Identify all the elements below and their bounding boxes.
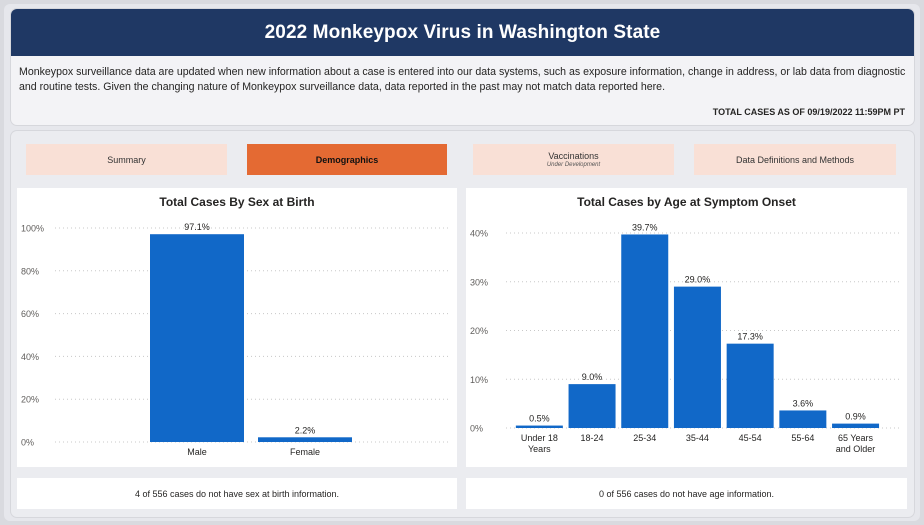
age-chart-x-tick-label: 18-24 <box>581 433 604 443</box>
header-card: 2022 Monkeypox Virus in Washington State… <box>11 9 914 125</box>
sex-chart-y-tick-label: 0% <box>21 438 34 448</box>
age-chart-x-tick-label: 35-44 <box>686 433 709 443</box>
sex-chart-y-tick-label: 20% <box>21 395 39 405</box>
tab-demographics[interactable]: Demographics <box>247 144 447 175</box>
age-chart-x-tick-label: 45-54 <box>739 433 762 443</box>
tab-vaccinations-sublabel: Under Development <box>546 162 601 168</box>
age-chart-x-tick-label: Under 18 <box>521 433 558 443</box>
page-title: 2022 Monkeypox Virus in Washington State <box>264 21 661 43</box>
tab-demographics-label: Demographics <box>315 154 379 165</box>
age-chart-y-tick-label: 0% <box>470 424 483 434</box>
tab-vaccinations-label: Vaccinations <box>548 151 599 161</box>
title-bar: 2022 Monkeypox Virus in Washington State <box>11 9 914 56</box>
tab-summary[interactable]: Summary <box>26 144 227 175</box>
age-chart-panel: Total Cases by Age at Symptom Onset 0% 10… <box>466 188 907 467</box>
total-cases-label: TOTAL CASES AS OF 09/19/2022 11:59PM PT <box>712 107 905 117</box>
tab-vaccinations[interactable]: Vaccinations Under Development <box>473 144 674 175</box>
sex-footnote: 4 of 556 cases do not have sex at birth … <box>17 478 457 509</box>
sex-chart-data-label: 2.2% <box>295 425 316 435</box>
age-chart-bar <box>779 410 827 428</box>
age-chart-x-tick-label: 55-64 <box>791 433 814 443</box>
age-chart-data-label: 0.9% <box>845 412 866 422</box>
age-chart-y-tick-label: 30% <box>470 277 488 287</box>
age-chart-x-tick-label: 65 Years <box>838 433 874 443</box>
tab-data-definitions[interactable]: Data Definitions and Methods <box>694 144 896 175</box>
sex-chart-x-tick-label: Male <box>187 447 207 457</box>
sex-chart-panel: Total Cases By Sex at Birth 0% 20% 40% 60% 8… <box>17 188 457 467</box>
sex-chart-y-tick-label: 60% <box>21 309 39 319</box>
tab-data-definitions-label: Data Definitions and Methods <box>735 154 855 165</box>
age-chart-bar <box>673 286 721 428</box>
age-chart-bar <box>515 425 563 428</box>
age-chart-data-label: 17.3% <box>737 332 763 342</box>
age-chart-y-tick-label: 40% <box>470 229 488 239</box>
age-chart-data-label: 9.0% <box>582 372 603 382</box>
age-chart-bar <box>726 343 774 428</box>
sex-chart-y-tick-label: 40% <box>21 352 39 362</box>
sex-chart-y-tick-label: 100% <box>21 224 44 234</box>
age-chart-x-tick-label: 25-34 <box>633 433 656 443</box>
sex-chart-data-label: 97.1% <box>184 222 210 232</box>
age-chart-y-tick-label: 20% <box>470 326 488 336</box>
tab-summary-label: Summary <box>107 154 146 165</box>
sex-chart: 0% 20% 40% 60% 80% 100% 97.1% Male 2.2% Female <box>21 222 449 457</box>
age-chart-data-label: 29.0% <box>685 275 711 285</box>
age-chart-data-label: 39.7% <box>632 222 658 232</box>
age-chart-y-tick-label: 10% <box>470 375 488 385</box>
age-chart-bar <box>621 234 669 428</box>
sex-chart-x-tick-label: Female <box>290 447 320 457</box>
age-chart-data-label: 3.6% <box>793 398 814 408</box>
age-footnote: 0 of 556 cases do not have age informati… <box>466 478 907 509</box>
sex-chart-title: Total Cases By Sex at Birth <box>159 195 315 209</box>
age-chart-x-tick-label: Years <box>528 444 551 454</box>
age-chart-bar <box>568 384 616 428</box>
age-chart-title: Total Cases by Age at Symptom Onset <box>577 195 796 209</box>
age-chart-x-tick-label: and Older <box>836 444 876 454</box>
description-text: Monkeypox surveillance data are updated … <box>19 66 906 93</box>
sex-chart-bar <box>150 234 244 442</box>
age-chart-data-label: 0.5% <box>529 414 550 424</box>
sex-chart-bar <box>258 437 352 442</box>
age-chart-bar <box>832 423 880 428</box>
sex-chart-y-tick-label: 80% <box>21 266 39 276</box>
